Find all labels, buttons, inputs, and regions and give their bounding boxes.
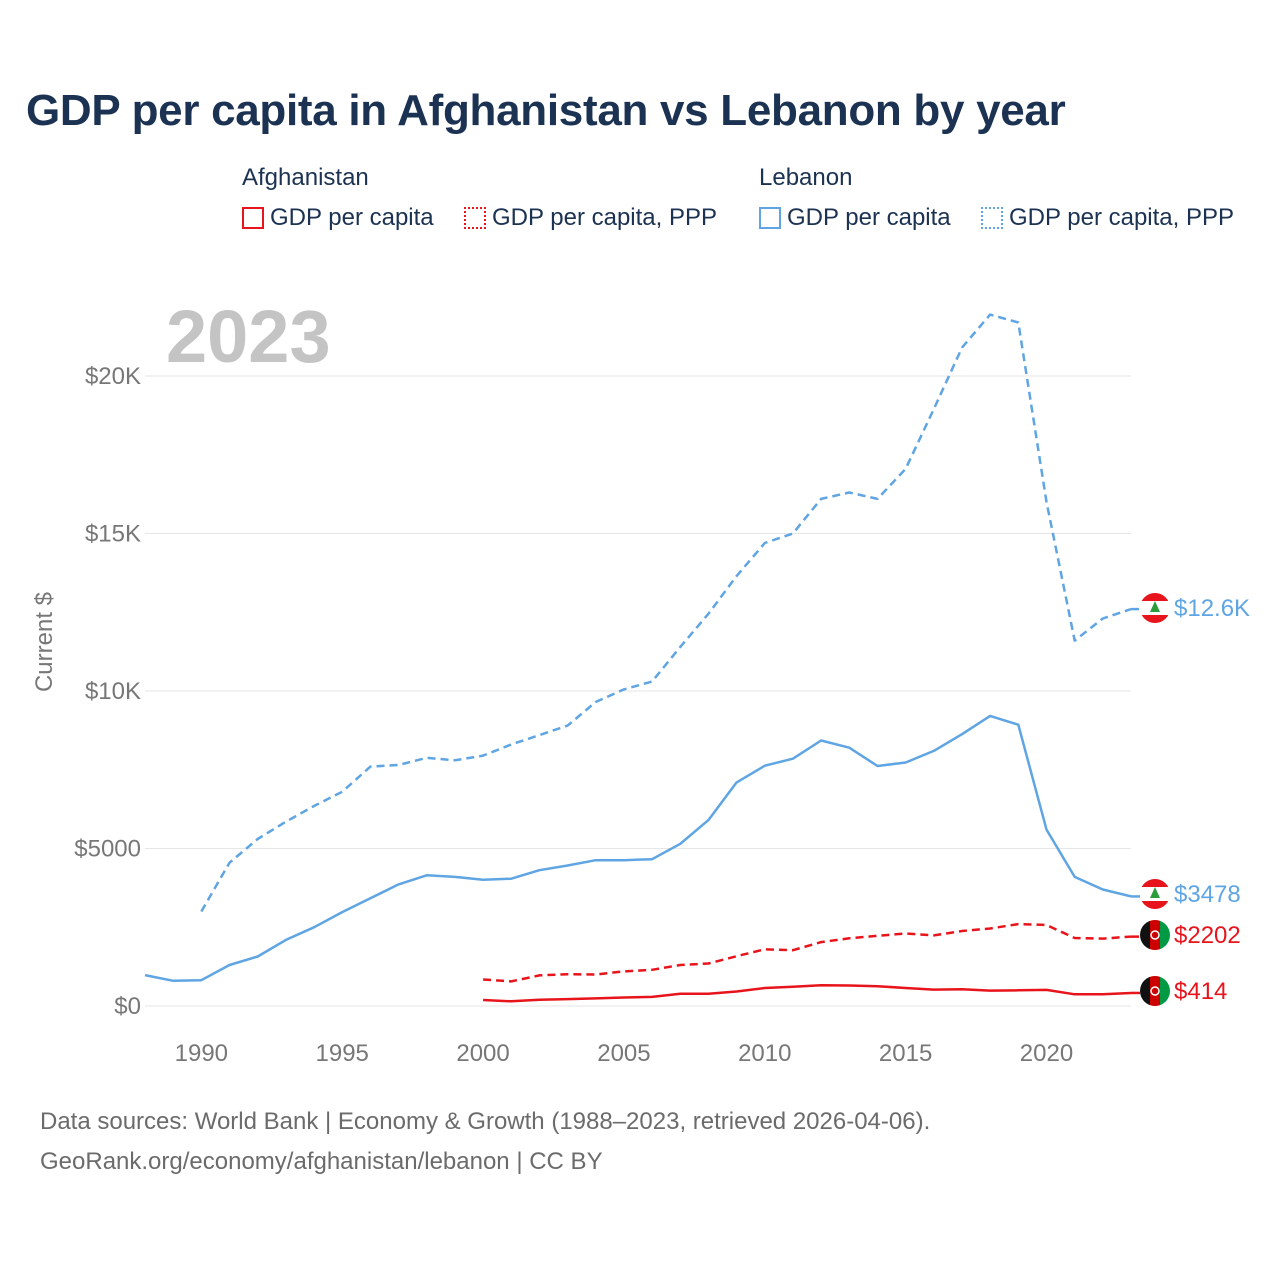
series-line-lebanon-ppp [200, 313, 1132, 913]
legend-item-label: GDP per capita, PPP [492, 204, 717, 231]
lebanon-flag-icon [1140, 879, 1170, 909]
series-group [144, 313, 1140, 1003]
page-title: GDP per capita in Afghanistan vs Lebanon… [26, 86, 1066, 135]
x-axis: 1990 1995 2000 2005 2010 2015 2020 [175, 1040, 1074, 1067]
legend-item-afghanistan-gdp[interactable]: GDP per capita [242, 204, 434, 232]
afghanistan-flag-icon [1140, 976, 1170, 1006]
x-tick-label: 2000 [456, 1040, 509, 1067]
series-line-afghanistan-ppp [483, 922, 1132, 983]
legend-item-label: GDP per capita [270, 204, 434, 231]
legend-group-afghanistan: Afghanistan [242, 164, 369, 191]
legend-item-lebanon-gdp-ppp[interactable]: GDP per capita, PPP [981, 204, 1234, 232]
x-tick-label: 1995 [316, 1040, 369, 1067]
grid [145, 375, 1131, 1007]
end-label-afghanistan-gdp: $414 [1174, 978, 1227, 1005]
y-axis: $0 $5000 $10K $15K $20K [74, 363, 141, 1020]
line-chart: 2023 Current $ $0$5000$10K$15K$20K 1990 1… [31, 295, 1250, 1067]
series-line-lebanon-gdp [144, 714, 1132, 983]
legend-item-label: GDP per capita, PPP [1009, 204, 1234, 231]
legend-swatch-solid-icon [759, 207, 781, 229]
legend-item-label: GDP per capita [787, 204, 951, 231]
legend-swatch-dotted-icon [464, 207, 486, 229]
footer-attribution[interactable]: GeoRank.org/economy/afghanistan/lebanon … [40, 1148, 603, 1175]
end-label-afghanistan-ppp: $2202 [1174, 922, 1241, 949]
x-tick-label: 2015 [879, 1040, 932, 1067]
x-tick-label: 2005 [597, 1040, 650, 1067]
lebanon-flag-icon [1140, 593, 1170, 623]
x-tick-label: 2020 [1020, 1040, 1073, 1067]
y-tick-label: $15K [85, 521, 141, 548]
series-line-afghanistan-gdp [483, 983, 1132, 1003]
year-watermark: 2023 [166, 295, 331, 378]
y-tick-label: $10K [85, 678, 141, 705]
x-tick-label: 2010 [738, 1040, 791, 1067]
y-tick-label: $0 [114, 993, 141, 1020]
legend-swatch-dotted-icon [981, 207, 1003, 229]
end-label-lebanon-ppp: $12.6K [1174, 595, 1250, 622]
legend-group-lebanon: Lebanon [759, 164, 853, 191]
legend-item-lebanon-gdp[interactable]: GDP per capita [759, 204, 951, 232]
afghanistan-flag-icon [1140, 920, 1170, 950]
footer-sources: Data sources: World Bank | Economy & Gro… [40, 1108, 931, 1135]
legend-item-afghanistan-gdp-ppp[interactable]: GDP per capita, PPP [464, 204, 717, 232]
legend-swatch-solid-icon [242, 207, 264, 229]
x-tick-label: 1990 [175, 1040, 228, 1067]
end-label-lebanon-gdp: $3478 [1174, 881, 1241, 908]
y-tick-label: $5000 [74, 836, 141, 863]
y-axis-label: Current $ [31, 592, 58, 692]
y-tick-label: $20K [85, 363, 141, 390]
